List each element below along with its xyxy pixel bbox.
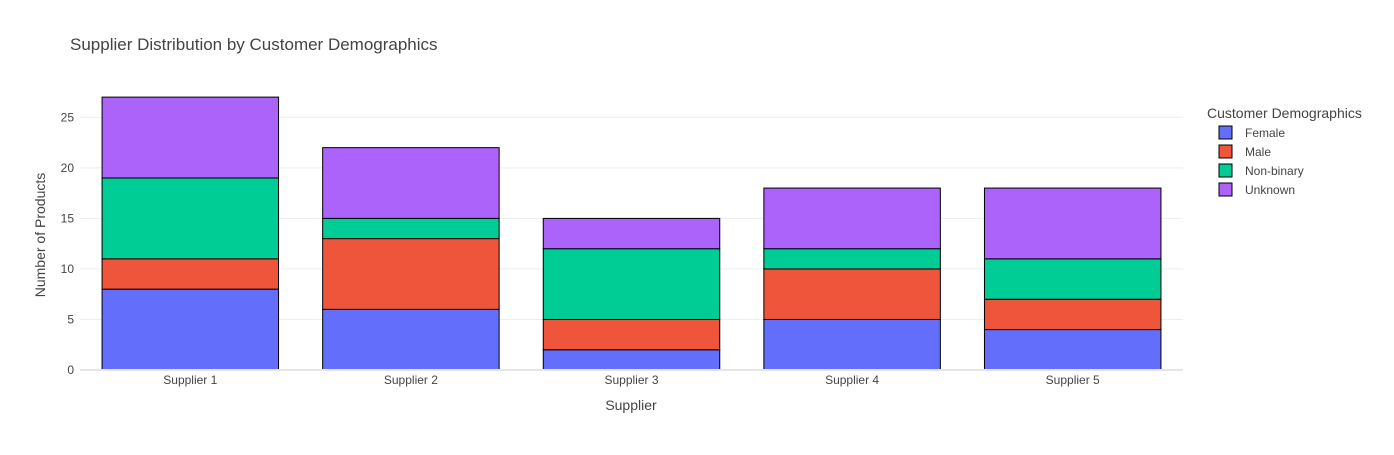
bar-segment[interactable] <box>542 349 721 371</box>
x-tick-label: Supplier 4 <box>825 373 879 387</box>
legend-label[interactable]: Male <box>1245 145 1271 159</box>
y-tick-label: 15 <box>61 211 75 225</box>
y-axis-title: Number of Products <box>32 173 48 298</box>
bar-segment[interactable] <box>983 329 1162 371</box>
bar-segment[interactable] <box>763 268 941 320</box>
bars-layer <box>101 96 1162 371</box>
bar-segment[interactable] <box>763 187 941 250</box>
legend-title: Customer Demographics <box>1207 105 1362 121</box>
y-tick-label: 10 <box>61 262 75 276</box>
y-tick-label: 5 <box>67 312 74 326</box>
bar-segment[interactable] <box>322 147 500 219</box>
bar-segment[interactable] <box>322 217 500 240</box>
bar-segment[interactable] <box>983 258 1162 300</box>
bar-segment[interactable] <box>983 298 1162 331</box>
x-tick-label: Supplier 5 <box>1046 373 1100 387</box>
bar-segment[interactable] <box>101 177 280 260</box>
bar-segment[interactable] <box>101 258 280 290</box>
bar-segment[interactable] <box>763 248 941 270</box>
bar-segment[interactable] <box>101 96 280 179</box>
legend-swatch[interactable] <box>1218 182 1233 197</box>
legend-items: Female Male Non-binary Unknown <box>1218 125 1304 197</box>
x-tick-label: Supplier 3 <box>604 373 658 387</box>
bar-segment[interactable] <box>101 288 280 371</box>
axis-layer: 0 5 10 15 20 25 Supplier 1 Supplier 2 Supplier 3… <box>61 110 1183 387</box>
legend-swatch[interactable] <box>1218 163 1233 178</box>
x-tick-label: Supplier 2 <box>384 373 438 387</box>
legend: Customer Demographics Female Male Non-bina… <box>1207 105 1362 197</box>
chart-title: Supplier Distribution by Customer Demogr… <box>70 35 438 54</box>
bar-segment[interactable] <box>322 308 500 371</box>
legend-swatch[interactable] <box>1218 125 1233 140</box>
bar-segment[interactable] <box>322 238 500 310</box>
bar-segment[interactable] <box>542 248 721 320</box>
y-tick-label: 0 <box>67 363 74 377</box>
bar-segment[interactable] <box>542 318 721 351</box>
y-tick-label: 20 <box>61 161 75 175</box>
bar-segment[interactable] <box>983 187 1162 260</box>
bar-segment[interactable] <box>542 217 721 250</box>
legend-label[interactable]: Female <box>1245 126 1285 140</box>
bar-segment[interactable] <box>763 318 941 371</box>
legend-label[interactable]: Non-binary <box>1245 164 1304 178</box>
x-tick-label: Supplier 1 <box>163 373 217 387</box>
legend-label[interactable]: Unknown <box>1245 183 1295 197</box>
y-tick-label: 25 <box>61 110 75 124</box>
legend-swatch[interactable] <box>1218 144 1233 159</box>
x-axis-title: Supplier <box>605 397 657 413</box>
